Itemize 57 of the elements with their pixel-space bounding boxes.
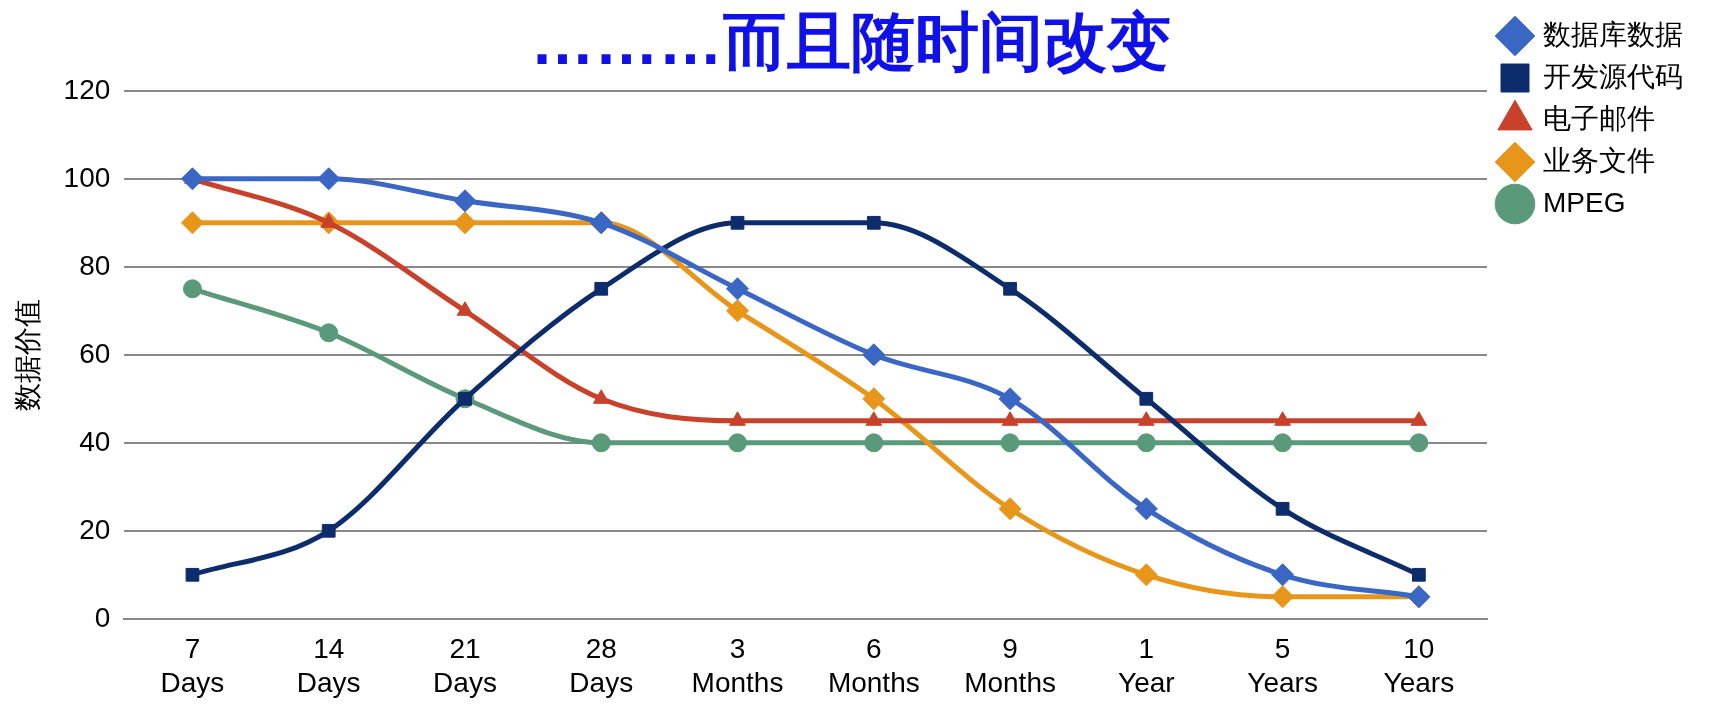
x-tick-label: 9 Months — [964, 633, 1056, 698]
point — [730, 215, 745, 230]
point — [453, 189, 477, 213]
legend-label: 电子邮件 — [1543, 102, 1655, 134]
point — [1134, 563, 1158, 587]
point — [1409, 433, 1429, 453]
point — [1000, 433, 1020, 453]
point — [1139, 391, 1154, 406]
x-tick-label: 3 Months — [691, 633, 784, 698]
point — [728, 433, 748, 453]
y-tick-label: 0 — [94, 601, 111, 633]
x-tick-label: 1 Year — [1118, 633, 1175, 698]
legend-label: MPEG — [1543, 186, 1626, 218]
point — [185, 567, 200, 582]
point — [1271, 563, 1295, 587]
y-tick-label: 80 — [79, 249, 111, 281]
point — [1273, 433, 1293, 453]
point — [998, 497, 1022, 521]
legend-label: 数据库数据 — [1543, 18, 1683, 50]
y-tick-label: 100 — [63, 161, 111, 193]
point — [591, 433, 611, 453]
point — [866, 215, 881, 230]
point — [862, 343, 886, 367]
y-tick-label: 20 — [79, 513, 111, 545]
x-tick-label: 5 Years — [1247, 633, 1318, 698]
point — [182, 279, 202, 299]
point — [1275, 501, 1290, 516]
chart-title: ………而且随时间改变 — [530, 6, 1171, 79]
point — [453, 211, 477, 235]
point — [319, 323, 339, 343]
y-tick-label: 40 — [79, 425, 111, 457]
point — [594, 281, 609, 296]
x-tick-label: 7 Days — [160, 633, 225, 698]
x-tick-label: 28 Days — [569, 633, 634, 698]
point — [180, 167, 204, 191]
point — [1412, 567, 1426, 582]
x-tick-label: 21 Days — [433, 633, 497, 698]
point — [998, 387, 1022, 411]
y-tick-label: 120 — [63, 73, 111, 105]
point — [180, 211, 204, 235]
y-tick-label: 60 — [79, 337, 111, 369]
point — [317, 167, 341, 191]
x-tick-label: 14 Days — [296, 633, 361, 698]
point — [864, 433, 884, 453]
point — [1136, 433, 1156, 453]
legend-label: 业务文件 — [1543, 144, 1655, 176]
legend-label: 开发源代码 — [1543, 60, 1683, 92]
point — [1003, 281, 1017, 296]
point — [862, 387, 886, 411]
x-tick-label: 10 Years — [1383, 633, 1455, 698]
x-tick-label: 6 Months — [827, 633, 920, 698]
point — [726, 277, 750, 301]
point — [1271, 585, 1295, 609]
point — [726, 299, 750, 323]
point — [1134, 497, 1158, 521]
point — [321, 523, 336, 538]
y-axis-title: 数据价值 — [11, 298, 43, 411]
